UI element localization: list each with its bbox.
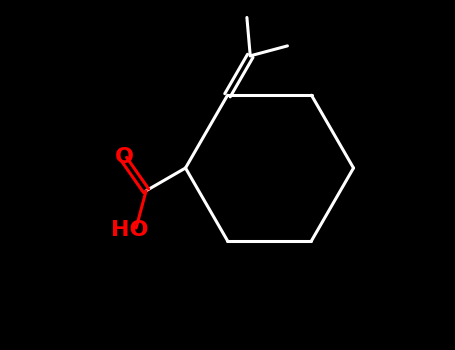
Text: HO: HO bbox=[111, 220, 149, 240]
Text: O: O bbox=[115, 147, 133, 167]
